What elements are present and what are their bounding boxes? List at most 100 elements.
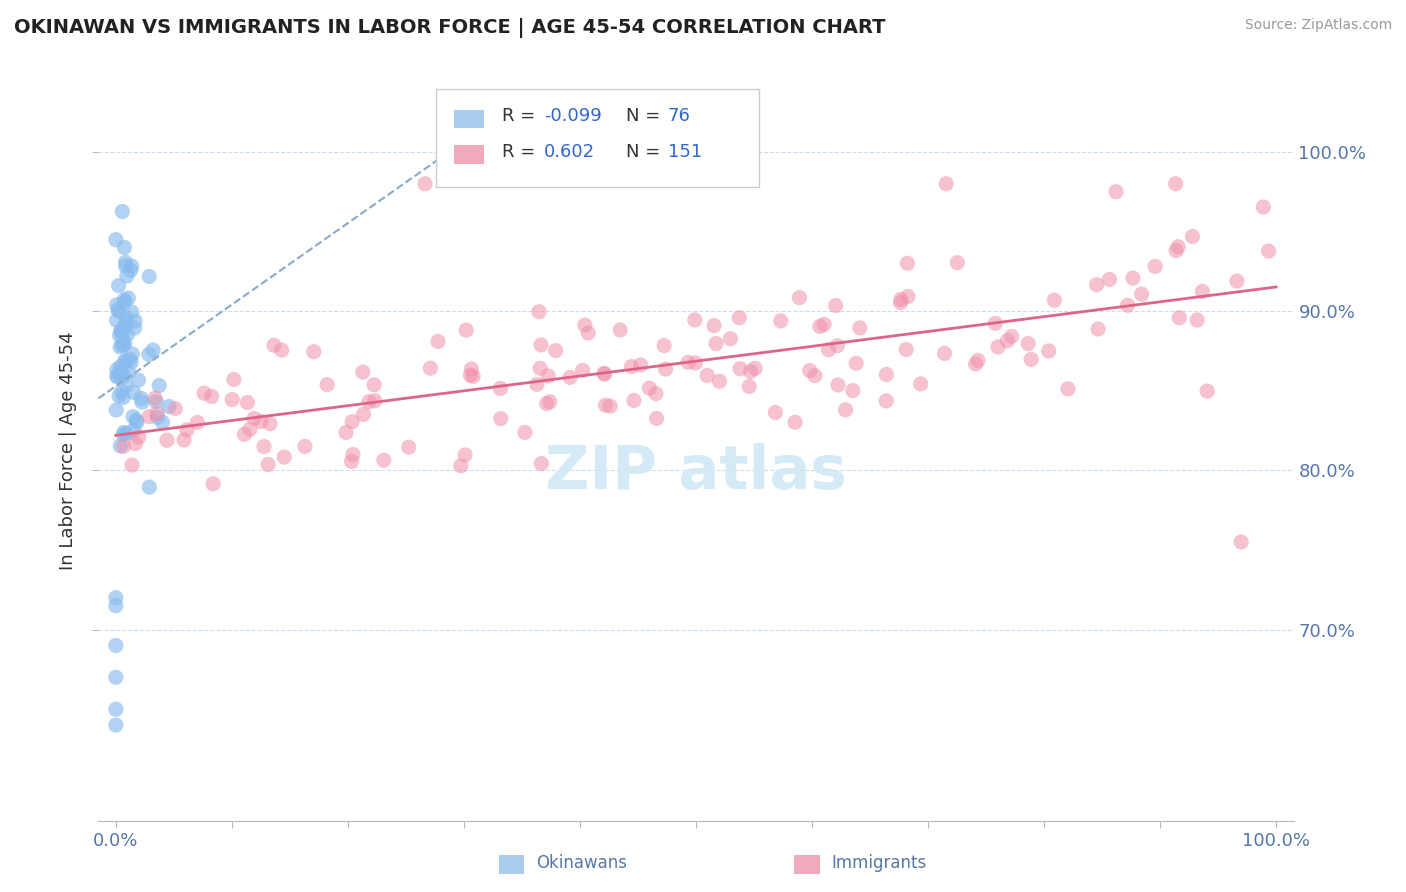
Text: 76: 76 bbox=[668, 107, 690, 125]
Point bbox=[173, 433, 195, 447]
Point bbox=[763, 405, 786, 419]
Point bbox=[461, 369, 484, 384]
Point bbox=[849, 321, 872, 335]
Point bbox=[104, 639, 127, 653]
Point bbox=[110, 359, 132, 374]
Point bbox=[157, 400, 180, 414]
Point bbox=[1087, 322, 1109, 336]
Point bbox=[142, 343, 165, 357]
Point bbox=[1057, 382, 1080, 396]
Point bbox=[1253, 200, 1275, 214]
Point bbox=[783, 415, 806, 429]
Point bbox=[827, 378, 849, 392]
Point bbox=[896, 343, 918, 357]
Point bbox=[114, 336, 136, 351]
Point bbox=[221, 392, 243, 407]
Point bbox=[117, 291, 139, 305]
Point bbox=[808, 319, 831, 334]
Point bbox=[845, 356, 868, 370]
Point bbox=[720, 332, 742, 346]
Point bbox=[1230, 535, 1253, 549]
Text: N =: N = bbox=[626, 143, 665, 161]
Point bbox=[156, 434, 179, 448]
Point bbox=[1043, 293, 1066, 308]
Point bbox=[122, 385, 145, 400]
Point bbox=[340, 454, 363, 468]
Point bbox=[111, 384, 134, 399]
Point bbox=[131, 395, 153, 409]
Point bbox=[683, 313, 706, 327]
Point bbox=[121, 347, 143, 361]
Point bbox=[1019, 352, 1042, 367]
Point bbox=[138, 409, 160, 424]
Point bbox=[574, 318, 596, 332]
Point bbox=[121, 458, 143, 472]
Point bbox=[526, 377, 548, 392]
Point bbox=[654, 362, 676, 376]
Point bbox=[1226, 274, 1249, 288]
Point bbox=[107, 278, 129, 293]
Point bbox=[112, 337, 135, 351]
Point bbox=[104, 599, 127, 613]
Text: 151: 151 bbox=[668, 143, 702, 161]
Point bbox=[456, 323, 478, 337]
Point bbox=[1122, 271, 1144, 285]
Point bbox=[513, 425, 536, 440]
Point bbox=[104, 718, 127, 732]
Point bbox=[984, 316, 1007, 330]
Point bbox=[530, 457, 553, 471]
Point bbox=[1144, 260, 1167, 274]
Point bbox=[138, 347, 160, 361]
Point bbox=[112, 240, 135, 254]
Point bbox=[129, 392, 152, 406]
Point bbox=[827, 339, 849, 353]
Point bbox=[121, 259, 143, 273]
Point bbox=[107, 302, 129, 317]
Point bbox=[890, 295, 912, 310]
Point bbox=[125, 415, 148, 429]
Point bbox=[638, 381, 661, 395]
Point bbox=[302, 344, 325, 359]
Point bbox=[609, 323, 631, 337]
Point bbox=[138, 480, 160, 494]
Y-axis label: In Labor Force | Age 45-54: In Labor Force | Age 45-54 bbox=[59, 331, 77, 570]
Point bbox=[1017, 336, 1039, 351]
Point bbox=[148, 378, 170, 392]
Point bbox=[460, 368, 482, 383]
Point bbox=[115, 426, 138, 441]
Point bbox=[740, 364, 762, 378]
Point bbox=[143, 391, 166, 405]
Point bbox=[935, 177, 957, 191]
Point bbox=[112, 368, 135, 382]
Point bbox=[652, 338, 675, 352]
Text: Immigrants: Immigrants bbox=[831, 854, 927, 871]
Point bbox=[709, 374, 731, 388]
Point bbox=[110, 324, 132, 338]
Point bbox=[1000, 329, 1022, 343]
Point bbox=[799, 363, 821, 377]
Point bbox=[728, 361, 751, 376]
Point bbox=[364, 393, 387, 408]
Point bbox=[111, 204, 134, 219]
Point bbox=[363, 377, 385, 392]
Point bbox=[222, 372, 245, 386]
Point bbox=[834, 402, 856, 417]
Point bbox=[121, 305, 143, 319]
Point bbox=[105, 298, 128, 312]
Point bbox=[201, 389, 224, 403]
Point bbox=[120, 263, 142, 277]
Point bbox=[120, 355, 142, 369]
Point bbox=[875, 393, 897, 408]
Text: OKINAWAN VS IMMIGRANTS IN LABOR FORCE | AGE 45-54 CORRELATION CHART: OKINAWAN VS IMMIGRANTS IN LABOR FORCE | … bbox=[14, 18, 886, 37]
Point bbox=[995, 334, 1018, 348]
Point bbox=[1181, 229, 1204, 244]
Point bbox=[112, 318, 135, 333]
Point bbox=[115, 316, 138, 330]
Point bbox=[111, 370, 134, 384]
Point bbox=[239, 422, 262, 436]
Point bbox=[263, 338, 285, 352]
Point bbox=[112, 427, 135, 442]
Text: R =: R = bbox=[502, 143, 541, 161]
Point bbox=[1185, 313, 1208, 327]
Point bbox=[112, 425, 135, 440]
